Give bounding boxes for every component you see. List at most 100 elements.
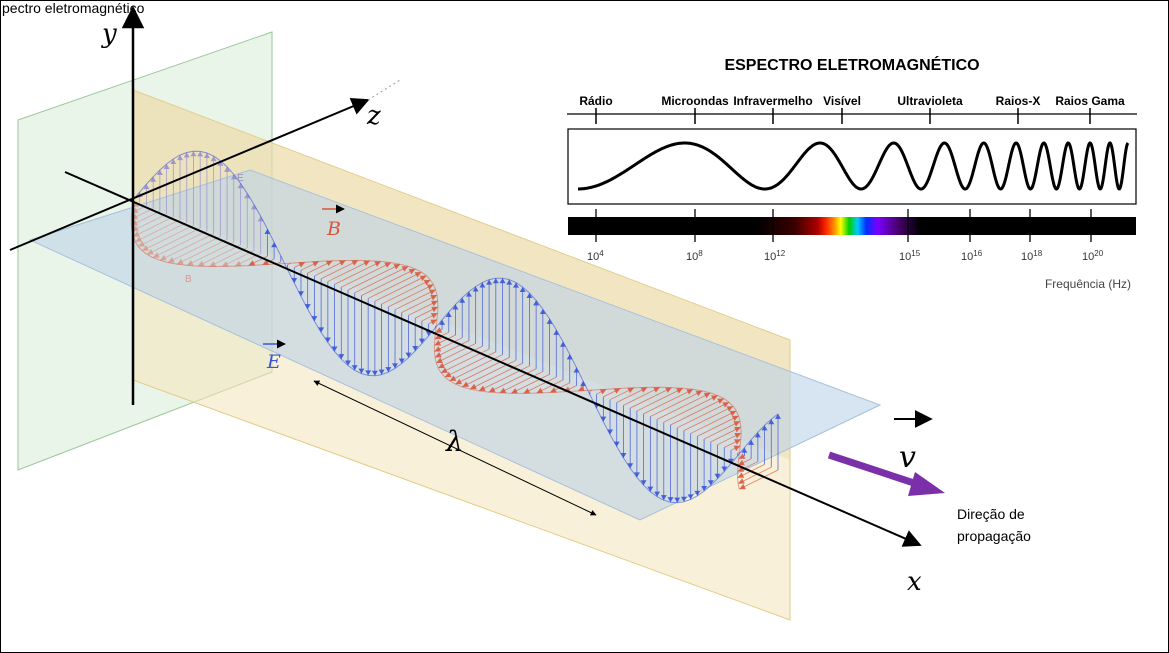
e-arrowhead-icon bbox=[512, 282, 519, 288]
b-arrowhead-icon bbox=[430, 295, 438, 301]
b-vector bbox=[630, 387, 672, 409]
b-arrowhead-icon bbox=[167, 257, 175, 263]
b-vector bbox=[703, 420, 741, 440]
e-arrowhead-icon bbox=[687, 494, 694, 500]
b-vector bbox=[131, 213, 167, 232]
band-label: Infravermelho bbox=[733, 94, 812, 108]
e-arrowhead-icon bbox=[318, 327, 325, 333]
b-arrowhead-icon bbox=[726, 406, 734, 412]
b-arrowhead-icon bbox=[444, 371, 452, 378]
b-vector bbox=[152, 230, 208, 258]
b-arrowhead-icon bbox=[599, 389, 607, 395]
e-arrowhead-icon bbox=[392, 363, 399, 369]
b-arrowhead-icon bbox=[338, 260, 346, 266]
frequency-tick-exponent: 8 bbox=[698, 249, 703, 258]
b-arrowhead-icon bbox=[613, 388, 621, 394]
propagation-arrow bbox=[827, 451, 922, 489]
b-vector bbox=[656, 392, 711, 420]
b-arrowhead-icon bbox=[434, 346, 442, 352]
wave-box bbox=[567, 128, 1137, 205]
b-arrowhead-icon bbox=[428, 289, 436, 295]
frequency-axis-label: Frequência (Hz) bbox=[1045, 277, 1131, 291]
b-arrowhead-icon bbox=[438, 362, 445, 369]
b-arrowhead-icon bbox=[262, 259, 270, 265]
b-vector bbox=[683, 405, 734, 431]
e-arrowhead-icon bbox=[351, 365, 358, 371]
e-arrowhead-icon bbox=[217, 160, 224, 166]
frequency-tick-base: 10 bbox=[961, 251, 973, 263]
e-arrowhead-icon bbox=[439, 319, 446, 325]
z-axis-extension bbox=[367, 79, 401, 101]
x-axis bbox=[64, 171, 922, 547]
e-arrowhead-icon bbox=[445, 311, 452, 317]
e-arrowhead-icon bbox=[210, 156, 217, 162]
band-label: Raios-X bbox=[996, 94, 1041, 108]
b-arrowhead-icon bbox=[738, 478, 745, 484]
frequency-tick-exponent: 4 bbox=[599, 249, 604, 258]
b-arrowhead-icon bbox=[133, 231, 141, 237]
e-arrowhead-icon bbox=[371, 370, 378, 376]
x-axis-label: x bbox=[907, 567, 922, 597]
b-vector bbox=[142, 224, 194, 251]
e-arrowhead-icon bbox=[197, 151, 204, 157]
frequency-tick-label: 1018 bbox=[1021, 249, 1043, 263]
b-arrowhead-icon bbox=[312, 261, 319, 267]
b-arrowhead-icon bbox=[711, 395, 718, 401]
e-arrowhead-icon bbox=[486, 279, 493, 285]
b-arrowhead-icon bbox=[384, 262, 392, 268]
b-vector bbox=[697, 415, 739, 437]
e-arrowhead-icon bbox=[378, 369, 385, 375]
frequency-tick-base: 10 bbox=[686, 251, 698, 263]
b-arrowhead-icon bbox=[733, 421, 741, 427]
b-arrowhead-icon bbox=[722, 402, 729, 408]
b-arrowhead-icon bbox=[393, 264, 401, 270]
b-arrowhead-icon bbox=[430, 313, 438, 319]
e-arrowhead-icon bbox=[418, 338, 425, 344]
b-arrowhead-icon bbox=[426, 284, 434, 290]
b-arrowhead-icon bbox=[738, 459, 745, 466]
b-arrowhead-icon bbox=[734, 433, 742, 439]
e-arrowhead-icon bbox=[472, 286, 479, 292]
b-arrowhead-icon bbox=[731, 415, 739, 422]
b-arrowhead-icon bbox=[434, 333, 442, 340]
b-vector bbox=[739, 469, 779, 490]
e-arrowhead-icon bbox=[627, 463, 634, 469]
b-vector bbox=[436, 343, 476, 364]
b-vector bbox=[394, 289, 436, 311]
frequency-tick-label: 104 bbox=[587, 249, 604, 263]
b-vector bbox=[388, 284, 434, 308]
b-arrowhead-icon bbox=[640, 387, 648, 393]
band-label: Microondas bbox=[661, 94, 729, 108]
frequency-tick-base: 10 bbox=[1021, 251, 1033, 263]
b-vector bbox=[361, 268, 416, 296]
b-arrowhead-icon bbox=[423, 279, 431, 286]
b-arrowhead-icon bbox=[653, 387, 660, 393]
b-arrowhead-icon bbox=[435, 327, 443, 333]
e-arrowhead-icon bbox=[701, 486, 708, 492]
b-arrowhead-icon bbox=[434, 340, 442, 346]
band-label: Ultravioleta bbox=[897, 94, 963, 108]
e-arrowhead-icon bbox=[768, 419, 775, 425]
z-axis-label: z bbox=[366, 101, 381, 131]
b-vector bbox=[381, 279, 431, 305]
b-vector bbox=[176, 239, 228, 265]
e-arrowhead-icon bbox=[412, 345, 419, 351]
b-field-label: B bbox=[326, 218, 341, 240]
b-arrowhead-icon bbox=[351, 260, 359, 266]
b-field-small-label: B bbox=[185, 274, 192, 285]
e-arrowhead-icon bbox=[405, 352, 412, 358]
e-arrowhead-icon bbox=[539, 309, 546, 315]
b-arrowhead-icon bbox=[401, 266, 409, 272]
b-arrowhead-icon bbox=[703, 392, 711, 399]
e-field-small-label: E bbox=[237, 173, 244, 184]
b-arrowhead-icon bbox=[738, 453, 746, 459]
frequency-tick-exponent: 15 bbox=[911, 249, 920, 258]
b-arrowhead-icon bbox=[414, 272, 422, 278]
b-arrowhead-icon bbox=[135, 236, 143, 242]
b-arrowhead-icon bbox=[729, 410, 737, 417]
band-label: Rádio bbox=[579, 94, 612, 108]
b-arrowhead-icon bbox=[363, 260, 370, 267]
e-arrowhead-icon bbox=[170, 159, 177, 165]
b-vector bbox=[327, 260, 371, 282]
e-arrowhead-icon bbox=[553, 329, 560, 335]
